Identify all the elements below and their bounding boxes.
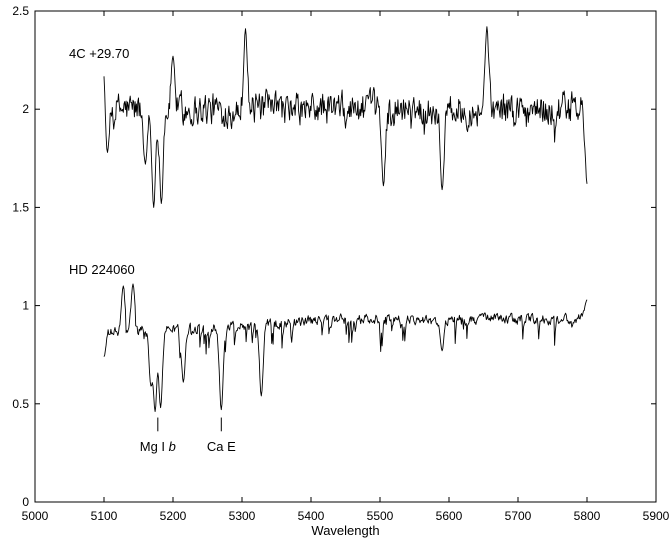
axis-ticks: 5000 5100 5200 5300 5400 5500 5600 5700 5800 5900… — [12, 4, 669, 523]
plot-frame — [34, 10, 657, 503]
y-tick-label: 2.5 — [12, 4, 29, 18]
x-tick-label: 5500 — [367, 509, 394, 523]
y-tick-label: 2 — [22, 102, 29, 116]
annotation-label: Ca E — [207, 439, 236, 454]
x-tick-label: 5600 — [436, 509, 463, 523]
x-tick-label: 5400 — [298, 509, 325, 523]
series-line — [103, 26, 588, 208]
x-tick-label: 5700 — [505, 509, 532, 523]
x-tick-label: 5300 — [229, 509, 256, 523]
y-tick-label: 0 — [22, 495, 29, 509]
x-tick-label: 5800 — [574, 509, 601, 523]
y-tick-label: 1.5 — [12, 200, 29, 214]
series-label: 4C +29.70 — [69, 46, 129, 61]
series-line — [103, 283, 588, 413]
x-tick-label: 5900 — [643, 509, 670, 523]
series-group: 4C +29.70 HD 224060 — [69, 26, 588, 413]
x-tick-label: 5100 — [91, 509, 118, 523]
x-tick-label: 5000 — [22, 509, 49, 523]
annotation-text: Ca E — [207, 439, 236, 454]
annotation-label: Mg I b — [140, 439, 176, 454]
series-label: HD 224060 — [69, 262, 135, 277]
annotation-text: Mg I — [140, 439, 165, 454]
annotations-group: Mg I b Ca E — [140, 417, 236, 454]
x-axis-label: Wavelength — [311, 523, 379, 538]
annotation-italic-text: b — [165, 439, 176, 454]
x-tick-label: 5200 — [160, 509, 187, 523]
y-tick-label: 0.5 — [12, 397, 29, 411]
y-tick-label: 1 — [22, 299, 29, 313]
